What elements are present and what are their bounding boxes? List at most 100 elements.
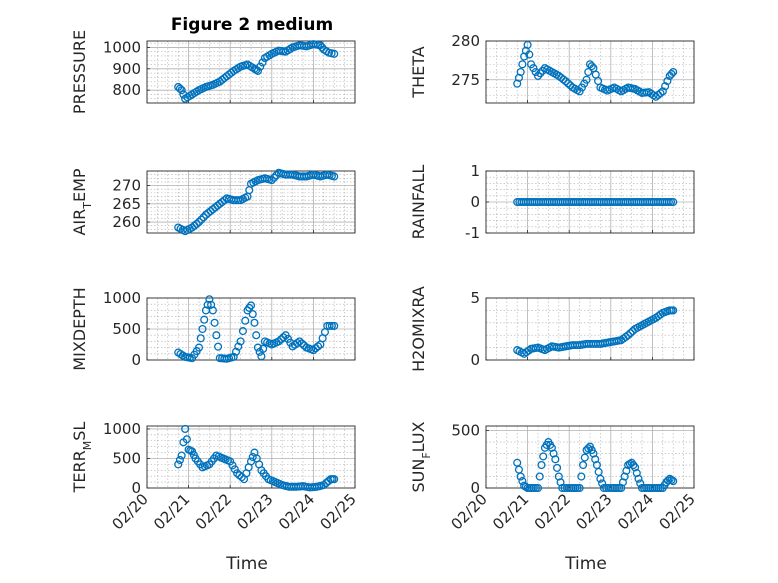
- x-axis-label: Time: [564, 554, 607, 574]
- y-axis-label-tail: SL: [70, 422, 89, 441]
- data-point: [236, 337, 245, 346]
- y-tick-label: 275: [451, 71, 480, 89]
- axes-pressure: 800 900 1000 PRESSURE: [70, 30, 356, 114]
- y-tick-label: 0: [470, 351, 480, 369]
- y-axis-label-main: AIR: [70, 209, 89, 236]
- data-point: [257, 352, 266, 361]
- y-axis-label: TERRMSL: [70, 422, 94, 494]
- axes-frame: [146, 170, 356, 234]
- y-axis-label-main: PRESSURE: [70, 30, 89, 114]
- data-point: [197, 215, 206, 224]
- data-point: [559, 75, 568, 84]
- y-tick-label: 260: [112, 213, 141, 231]
- data-point: [256, 62, 265, 71]
- data-point: [624, 331, 633, 340]
- y-tick-label: 1000: [103, 289, 141, 307]
- y-axis-label: THETA: [409, 46, 428, 98]
- data-point: [241, 316, 250, 325]
- data-point: [274, 337, 283, 346]
- data-point: [669, 197, 678, 207]
- data-point: [205, 295, 214, 304]
- x-tick-label: 02/22: [531, 490, 574, 533]
- y-tick-label: 1000: [103, 420, 141, 438]
- y-axis-label-main: H2OMIXRA: [409, 286, 428, 372]
- x-tick-label: 02/23: [233, 490, 276, 533]
- y-tick-label: 500: [451, 422, 480, 440]
- data-point: [663, 476, 673, 485]
- x-tick-label: 02/21: [150, 490, 193, 533]
- series-air_temp: [174, 168, 339, 236]
- data-point: [253, 343, 262, 352]
- data-point: [293, 338, 302, 348]
- series-h2omixra: [513, 306, 678, 358]
- data-point: [230, 465, 239, 474]
- data-point: [207, 300, 216, 309]
- y-axis-label-main: RAINFALL: [409, 165, 428, 240]
- y-axis-label: MIXDEPTH: [70, 287, 89, 370]
- data-point: [226, 457, 235, 466]
- x-tick-label: 02/25: [317, 490, 360, 533]
- data-point: [177, 451, 186, 460]
- data-point: [533, 483, 543, 493]
- data-point: [330, 475, 339, 484]
- data-point: [196, 334, 205, 343]
- data-point: [523, 40, 532, 49]
- data-point: [248, 452, 257, 462]
- data-point: [533, 71, 543, 80]
- y-tick-label: 0: [470, 193, 480, 211]
- y-axis-label: AIRTEMP: [70, 168, 94, 235]
- data-point: [279, 333, 288, 342]
- axes-frame: [485, 40, 695, 104]
- data-point: [322, 479, 331, 488]
- data-point: [575, 483, 584, 493]
- series-rainfall: [513, 197, 678, 207]
- data-point: [250, 318, 259, 327]
- y-tick-label: 800: [112, 81, 141, 99]
- data-point: [553, 463, 562, 472]
- data-point: [174, 460, 183, 469]
- plot-area: [147, 171, 355, 233]
- data-point: [238, 327, 247, 336]
- axes-frame: [485, 425, 695, 489]
- data-point: [330, 321, 339, 330]
- y-tick-label: 1: [470, 162, 480, 180]
- figure-title: Figure 2 medium: [171, 15, 333, 35]
- data-point: [237, 473, 246, 482]
- data-point: [313, 342, 323, 351]
- data-point: [536, 69, 545, 78]
- data-point: [521, 482, 530, 491]
- x-tick-label: 02/22: [192, 490, 235, 533]
- data-point: [330, 172, 339, 181]
- data-point: [177, 86, 186, 95]
- data-point: [327, 321, 336, 330]
- data-point: [518, 60, 527, 69]
- y-tick-label: 270: [112, 177, 141, 195]
- data-point: [246, 301, 256, 310]
- data-point: [656, 310, 665, 319]
- y-axis-label-tail: LUX: [409, 421, 428, 452]
- y-axis-label-sub: M: [81, 441, 94, 451]
- axes-mixdepth: 0 500 1000 MIXDEPTH: [70, 287, 356, 371]
- data-point: [580, 453, 589, 462]
- x-tick-label: 02/23: [572, 490, 615, 533]
- data-point: [582, 75, 591, 84]
- y-axis-label-tail: EMP: [70, 168, 89, 202]
- data-point: [584, 67, 593, 77]
- x-tick-label: 02/20: [109, 490, 152, 533]
- data-point: [596, 474, 605, 483]
- data-point: [537, 460, 546, 470]
- data-point: [248, 310, 257, 319]
- series-terr_msl: [174, 424, 339, 492]
- data-point: [598, 479, 607, 488]
- x-axis-label: Time: [225, 554, 268, 574]
- data-point: [626, 329, 635, 338]
- data-point: [516, 472, 525, 481]
- y-tick-label: 900: [112, 60, 141, 78]
- data-point: [297, 339, 306, 348]
- data-point: [235, 471, 244, 480]
- axes-frame: [146, 425, 356, 489]
